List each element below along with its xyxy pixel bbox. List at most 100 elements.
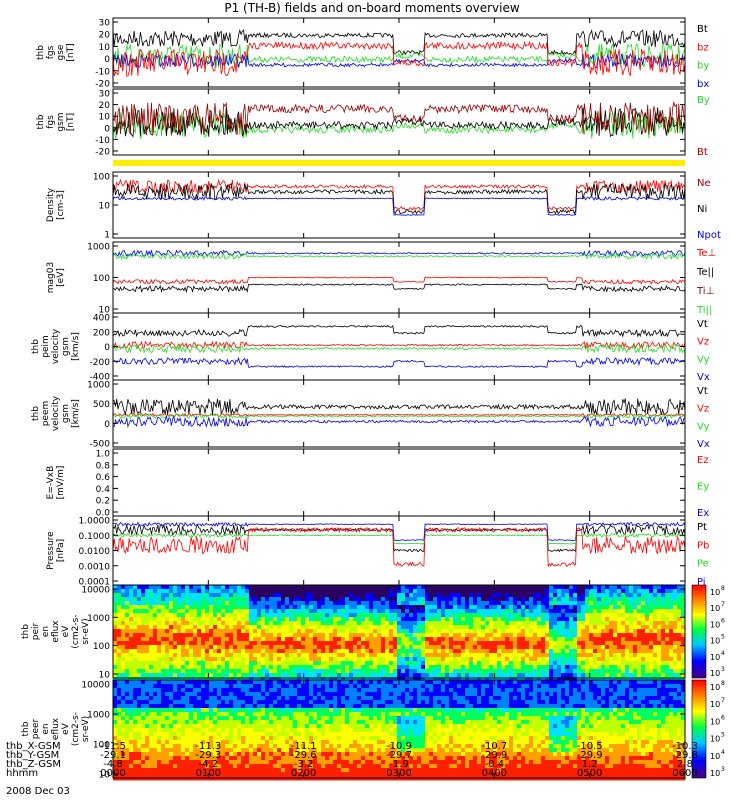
heatmap-cell bbox=[121, 756, 126, 761]
heatmap-cell bbox=[189, 649, 194, 654]
heatmap-cell bbox=[313, 637, 318, 642]
heatmap-cell bbox=[621, 609, 626, 614]
heatmap-cell bbox=[485, 633, 490, 638]
heatmap-cell bbox=[601, 641, 606, 646]
heatmap-cell bbox=[217, 589, 222, 594]
heatmap-cell bbox=[345, 657, 350, 662]
heatmap-cell bbox=[269, 756, 274, 761]
heatmap-cell bbox=[273, 688, 278, 693]
heatmap-cell bbox=[293, 760, 298, 765]
heatmap-cell bbox=[361, 621, 366, 626]
heatmap-cell bbox=[137, 704, 142, 709]
legend-entry: by bbox=[697, 61, 709, 72]
heatmap-cell bbox=[425, 625, 430, 630]
heatmap-cell bbox=[213, 601, 218, 606]
heatmap-cell bbox=[313, 756, 318, 761]
heatmap-cell bbox=[137, 677, 142, 682]
heatmap-cell bbox=[561, 633, 566, 638]
heatmap-cell bbox=[189, 605, 194, 610]
heatmap-cell bbox=[309, 649, 314, 654]
heatmap-cell bbox=[161, 597, 166, 602]
heatmap-cell bbox=[405, 633, 410, 638]
heatmap-cell bbox=[645, 661, 650, 666]
heatmap-cell bbox=[497, 673, 502, 678]
heatmap-cell bbox=[457, 653, 462, 658]
heatmap-cell bbox=[201, 625, 206, 630]
heatmap-cell bbox=[137, 772, 142, 777]
heatmap-cell bbox=[433, 609, 438, 614]
heatmap-cell bbox=[129, 744, 134, 749]
heatmap-cell bbox=[169, 665, 174, 670]
heatmap-cell bbox=[549, 585, 554, 590]
heatmap-cell bbox=[265, 708, 270, 713]
heatmap-cell bbox=[161, 625, 166, 630]
heatmap-cell bbox=[189, 768, 194, 773]
heatmap-cell bbox=[165, 712, 170, 717]
heatmap-cell bbox=[457, 645, 462, 650]
heatmap-cell bbox=[557, 621, 562, 626]
heatmap-cell bbox=[501, 637, 506, 642]
heatmap-cell bbox=[285, 744, 290, 749]
heatmap-cell bbox=[673, 637, 678, 642]
heatmap-cell bbox=[253, 696, 258, 701]
heatmap-cell bbox=[493, 613, 498, 618]
heatmap-cell bbox=[541, 669, 546, 674]
heatmap-cell bbox=[305, 744, 310, 749]
heatmap-cell bbox=[425, 613, 430, 618]
heatmap-cell bbox=[129, 629, 134, 634]
heatmap-cell bbox=[137, 605, 142, 610]
heatmap-cell bbox=[541, 633, 546, 638]
heatmap-cell bbox=[133, 585, 138, 590]
heatmap-cell bbox=[181, 585, 186, 590]
heatmap-cell bbox=[613, 669, 618, 674]
heatmap-cell bbox=[649, 677, 654, 682]
heatmap-cell bbox=[193, 621, 198, 626]
heatmap-cell bbox=[169, 641, 174, 646]
heatmap-cell bbox=[441, 661, 446, 666]
heatmap-cell bbox=[569, 661, 574, 666]
ylabel-line: Pressure bbox=[46, 531, 56, 570]
heatmap-cell bbox=[177, 593, 182, 598]
heatmap-cell bbox=[437, 613, 442, 618]
heatmap-cell bbox=[121, 716, 126, 721]
heatmap-cell bbox=[213, 589, 218, 594]
heatmap-cell bbox=[233, 764, 238, 769]
heatmap-cell bbox=[117, 716, 122, 721]
heatmap-cell bbox=[165, 744, 170, 749]
heatmap-cell bbox=[529, 617, 534, 622]
heatmap-cell bbox=[149, 752, 154, 757]
heatmap-cell bbox=[537, 621, 542, 626]
heatmap-cell bbox=[125, 748, 130, 753]
heatmap-cell bbox=[473, 617, 478, 622]
heatmap-cell bbox=[389, 669, 394, 674]
heatmap-cell bbox=[201, 629, 206, 634]
heatmap-cell bbox=[305, 716, 310, 721]
heatmap-cell bbox=[649, 669, 654, 674]
heatmap-cell bbox=[569, 657, 574, 662]
heatmap-cell bbox=[113, 696, 118, 701]
heatmap-cell bbox=[169, 585, 174, 590]
heatmap-cell bbox=[329, 621, 334, 626]
heatmap-cell bbox=[393, 653, 398, 658]
heatmap-cell bbox=[173, 625, 178, 630]
heatmap-cell bbox=[465, 669, 470, 674]
heatmap-cell bbox=[653, 657, 658, 662]
heatmap-cell bbox=[409, 617, 414, 622]
heatmap-cell bbox=[313, 748, 318, 753]
heatmap-cell bbox=[541, 593, 546, 598]
y-tick-label: 400 bbox=[93, 314, 110, 324]
heatmap-cell bbox=[153, 633, 158, 638]
heatmap-cell bbox=[209, 609, 214, 614]
heatmap-cell bbox=[273, 613, 278, 618]
heatmap-cell bbox=[265, 764, 270, 769]
heatmap-cell bbox=[185, 605, 190, 610]
heatmap-cell bbox=[469, 657, 474, 662]
heatmap-cell bbox=[533, 661, 538, 666]
heatmap-cell bbox=[641, 589, 646, 594]
heatmap-cell bbox=[265, 629, 270, 634]
heatmap-cell bbox=[129, 677, 134, 682]
heatmap-cell bbox=[585, 605, 590, 610]
heatmap-cell bbox=[197, 673, 202, 678]
heatmap-cell bbox=[293, 601, 298, 606]
heatmap-cell bbox=[169, 696, 174, 701]
